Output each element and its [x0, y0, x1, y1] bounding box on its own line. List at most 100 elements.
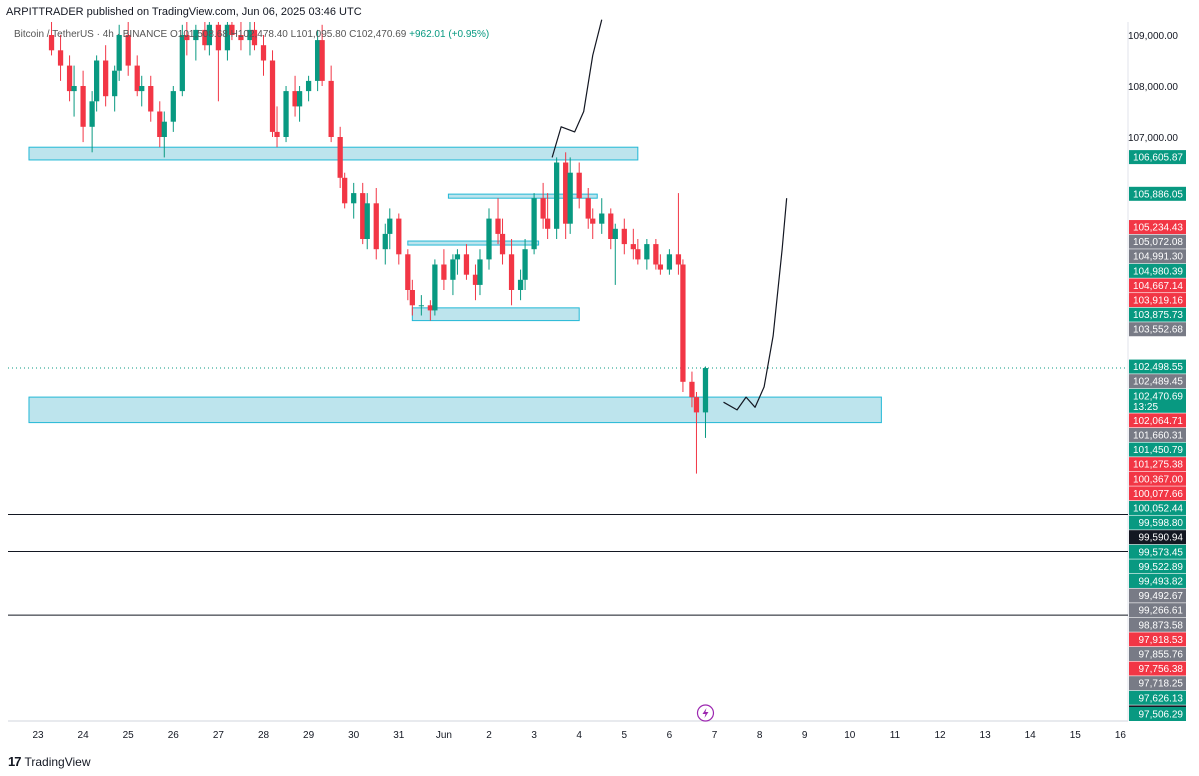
- price-label-text: 104,991.30: [1133, 252, 1183, 263]
- price-label: 104,667.14: [1129, 278, 1186, 293]
- candle: [585, 188, 591, 229]
- price-label-text: 99,573.45: [1139, 547, 1184, 558]
- candle: [486, 208, 492, 270]
- price-label: 99,573.45: [1129, 544, 1186, 559]
- x-tick-label: 11: [890, 730, 901, 741]
- candle: [418, 295, 424, 316]
- price-label-box: [1129, 427, 1186, 442]
- candle: [148, 75, 154, 122]
- price-label-box: [1129, 150, 1186, 165]
- candle: [432, 259, 438, 316]
- publish-header: ARPITTRADER published on TradingView.com…: [6, 6, 362, 18]
- price-label: 103,552.68: [1129, 322, 1186, 337]
- price-label: 99,493.82: [1129, 573, 1186, 588]
- candle-body: [517, 279, 524, 290]
- candle: [472, 264, 479, 301]
- candle: [134, 55, 140, 97]
- candle-body: [630, 244, 636, 250]
- legend-change: +962.01 (+0.95%): [409, 29, 490, 40]
- candle: [450, 254, 456, 296]
- candle-body: [206, 24, 213, 46]
- candle-body: [319, 40, 325, 81]
- support-zone-2: [407, 240, 540, 246]
- candle-body: [567, 172, 573, 224]
- candle-body: [269, 60, 276, 132]
- price-label: 104,991.30: [1129, 249, 1186, 264]
- price-label: 105,886.05: [1129, 186, 1186, 201]
- x-tick-label: 29: [303, 730, 315, 741]
- price-label-box: [1129, 603, 1186, 618]
- candle-body: [351, 193, 357, 204]
- candle-body: [292, 91, 298, 107]
- candle-body: [360, 193, 366, 239]
- candle-body: [112, 70, 118, 97]
- candle: [396, 213, 402, 265]
- price-label-text: 100,077.66: [1133, 489, 1183, 500]
- candle-body: [260, 45, 267, 61]
- candle-body: [48, 35, 55, 51]
- legend-close: C102,470.69: [349, 29, 407, 40]
- support-zone-1: [447, 193, 598, 199]
- candle-body: [608, 213, 614, 239]
- candle-body: [531, 198, 537, 250]
- price-label: 99,522.89: [1129, 559, 1186, 574]
- candle: [206, 22, 213, 56]
- candle: [441, 249, 447, 290]
- projection-path-0: [551, 19, 603, 158]
- price-label-box: [1129, 322, 1186, 337]
- price-label-text: 99,522.89: [1139, 562, 1184, 573]
- candle-body: [576, 172, 582, 199]
- price-label: 103,875.73: [1129, 307, 1186, 322]
- candle-body: [590, 218, 596, 224]
- candle: [554, 157, 560, 239]
- candle: [342, 172, 348, 209]
- price-label-text: 99,266.61: [1139, 606, 1184, 617]
- price-label: 99,492.67: [1129, 588, 1186, 603]
- candle: [161, 111, 167, 158]
- candle: [409, 279, 415, 316]
- candle-body: [215, 24, 222, 51]
- candle: [305, 75, 312, 102]
- price-axis[interactable]: 109,000.00 108,000.00 107,000.00 106,605.87…: [1128, 31, 1186, 721]
- price-label: 104,980.39: [1129, 263, 1186, 278]
- candle-body: [382, 233, 388, 250]
- price-label-box: [1129, 690, 1186, 705]
- price-label-box: [1129, 676, 1186, 691]
- price-label-text: 97,626.13: [1139, 693, 1184, 704]
- time-axis[interactable]: 23 24 25 26 27 28 29 30 31 Jun 2 3 4 5 6 7 8 9 10 11 12 13 14 1…: [32, 730, 1126, 741]
- candle: [630, 228, 636, 260]
- x-tick-label: 4: [576, 730, 582, 741]
- price-label-text: 104,667.14: [1133, 281, 1183, 292]
- price-label: 97,626.13: [1129, 690, 1186, 705]
- candle-body: [508, 254, 515, 290]
- candle-body: [409, 290, 415, 306]
- price-label: 101,450.79: [1129, 442, 1186, 457]
- candle: [89, 91, 95, 153]
- price-label-box: [1129, 220, 1186, 235]
- price-label-box: [1129, 617, 1186, 632]
- candle: [229, 22, 235, 41]
- price-label-box: [1129, 457, 1186, 472]
- candle-body: [544, 218, 551, 229]
- candle: [328, 65, 334, 143]
- footer-branding[interactable]: 17 TradingView: [8, 754, 91, 769]
- price-label: 97,718.25: [1129, 676, 1186, 691]
- price-label-box: [1129, 486, 1186, 501]
- price-label-countdown: 13:25: [1133, 402, 1158, 413]
- candle: [657, 254, 664, 275]
- candle: [283, 86, 289, 143]
- candle-body: [80, 86, 86, 127]
- candle-body: [635, 249, 641, 260]
- candle-body: [396, 218, 402, 255]
- candle-body: [373, 203, 379, 250]
- legend-low: L101,095.80: [290, 29, 347, 40]
- candle: [193, 24, 199, 61]
- x-tick-label: 2: [486, 730, 492, 741]
- price-label-box: [1129, 573, 1186, 588]
- candle-body: [387, 218, 393, 234]
- candle-body: [116, 35, 122, 71]
- candle: [314, 29, 321, 92]
- candle-body: [314, 40, 321, 81]
- candle: [693, 392, 700, 474]
